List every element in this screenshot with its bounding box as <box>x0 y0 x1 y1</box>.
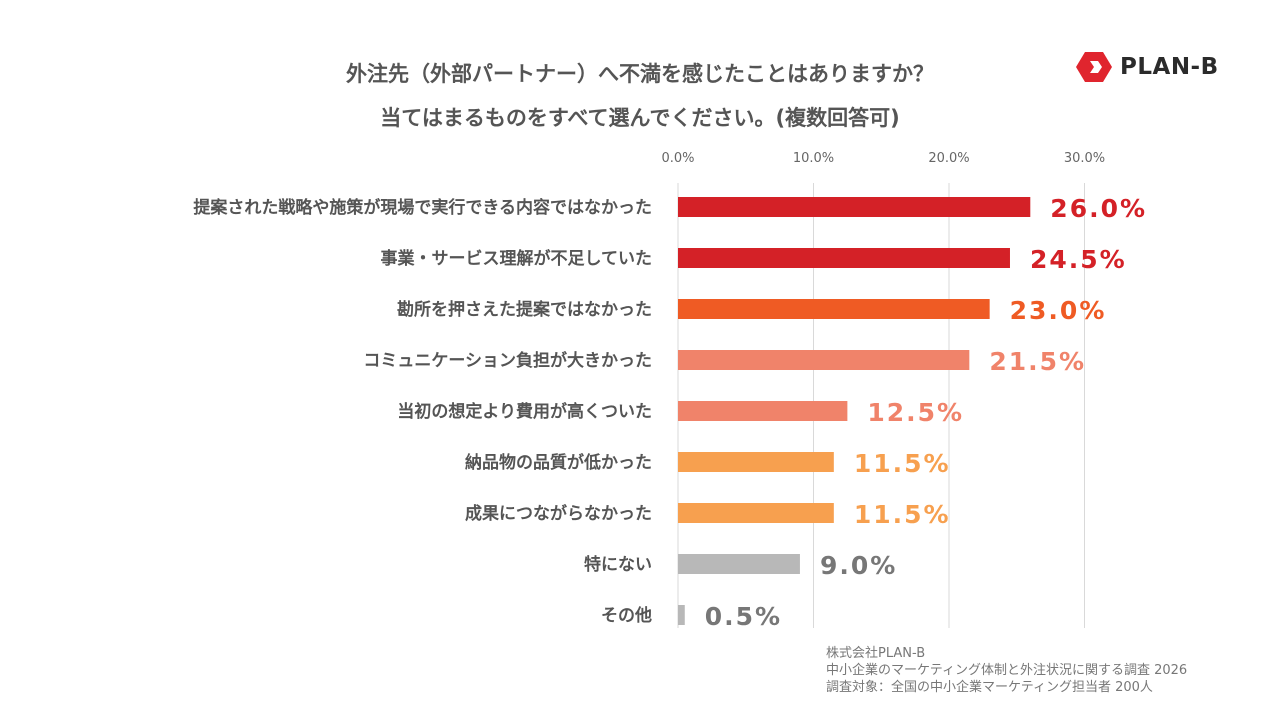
bar <box>678 605 685 625</box>
value-label: 26.0% <box>1050 194 1147 223</box>
source-line-3: 調査対象：全国の中小企業マーケティング担当者 200人 <box>826 680 1153 695</box>
source-note: 株式会社PLAN-B 中小企業のマーケティング体制と外注状況に関する調査 202… <box>826 645 1187 696</box>
value-labels: 26.0% 24.5% 23.0% 21.5% 12.5% 11.5% 11.5% 9.0% 0… <box>705 194 1147 631</box>
bar <box>678 248 1010 268</box>
x-tick-label: 10.0% <box>793 151 834 166</box>
x-tick-label: 30.0% <box>1064 151 1105 166</box>
value-label: 24.5% <box>1030 245 1127 274</box>
category-label: 事業・サービス理解が不足していた <box>381 248 653 269</box>
value-label: 21.5% <box>989 347 1086 376</box>
chart-title-line-2: 当てはまるものをすべて選んでください。(複数回答可) <box>380 106 900 130</box>
x-tick-label: 0.0% <box>661 151 694 166</box>
value-label: 11.5% <box>854 449 951 478</box>
bar <box>678 197 1031 217</box>
logo-mark-icon <box>1076 52 1112 82</box>
value-label: 12.5% <box>867 398 964 427</box>
bar <box>678 554 800 574</box>
category-label: コミュニケーション負担が大きかった <box>363 350 652 371</box>
chart-title: 外注先（外部パートナー）へ不満を感じたことはありますか？ 当てはまるものをすべて… <box>200 52 1080 140</box>
value-label: 0.5% <box>705 602 782 631</box>
category-label: 提案された戦略や施策が現場で実行できる内容ではなかった <box>193 197 652 218</box>
category-label: 成果につながらなかった <box>465 503 652 524</box>
logo-text: PLAN-B <box>1120 54 1219 80</box>
category-label: 特にない <box>584 554 652 575</box>
chart-title-line-1: 外注先（外部パートナー）へ不満を感じたことはありますか？ <box>346 62 934 86</box>
x-axis-ticks: 0.0% 10.0% 20.0% 30.0% <box>661 151 1105 166</box>
bar <box>678 350 970 370</box>
plan-b-logo: PLAN-B <box>1076 50 1219 84</box>
source-line-1: 株式会社PLAN-B <box>826 646 926 661</box>
category-label: 当初の想定より費用が高くついた <box>397 401 652 422</box>
value-label: 9.0% <box>820 551 897 580</box>
source-line-2: 中小企業のマーケティング体制と外注状況に関する調査 2026 <box>826 663 1188 678</box>
category-label: 納品物の品質が低かった <box>465 452 652 473</box>
x-tick-label: 20.0% <box>928 151 969 166</box>
bar <box>678 401 848 421</box>
value-label: 23.0% <box>1010 296 1107 325</box>
bar <box>678 503 834 523</box>
category-label: 勘所を押さえた提案ではなかった <box>397 299 652 320</box>
bar <box>678 452 834 472</box>
category-labels: 提案された戦略や施策が現場で実行できる内容ではなかった事業・サービス理解が不足し… <box>193 197 652 626</box>
category-label: その他 <box>601 605 652 626</box>
value-label: 11.5% <box>854 500 951 529</box>
bars <box>678 197 1031 625</box>
bar <box>678 299 990 319</box>
